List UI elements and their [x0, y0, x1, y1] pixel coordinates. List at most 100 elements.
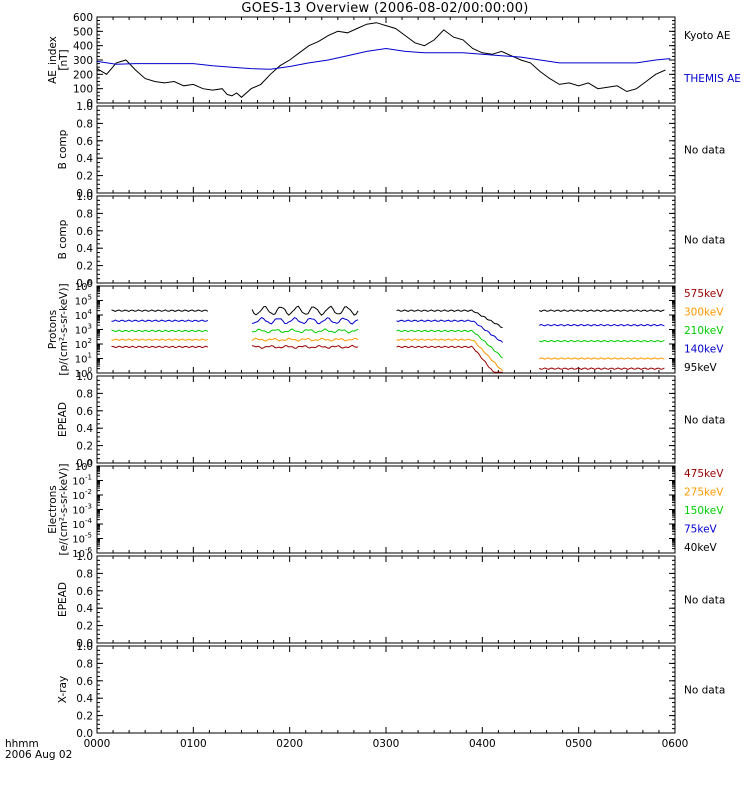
legend-label: No data	[684, 595, 725, 607]
y-tick-label: 1.0	[76, 191, 93, 203]
x-tick-label: 0400	[469, 738, 496, 750]
panel-frame	[96, 195, 676, 284]
y-tick-label: 1.0	[76, 101, 93, 113]
y-tick-label: 1.0	[76, 641, 93, 653]
series-line-210keV	[111, 328, 665, 359]
y-tick-label: 0.8	[76, 568, 93, 580]
y-tick-label: 10-3	[72, 503, 92, 517]
y-tick-label: 600	[73, 12, 93, 24]
y-axis-label: AE_index	[47, 36, 59, 84]
legend-label: 475keV	[684, 468, 724, 480]
y-axis-label: EPEAD	[57, 582, 69, 617]
y-tick-label: 0.4	[76, 423, 93, 435]
y-axis-label: [e/(cm²-s-sr-keV)]	[58, 464, 70, 556]
y-tick-label: 0.2	[76, 441, 93, 453]
y-tick-label: 101	[75, 352, 92, 366]
y-tick-label: 1.0	[76, 551, 93, 563]
y-tick-label: 0.6	[76, 226, 93, 238]
y-tick-label: 100	[75, 366, 92, 380]
y-tick-label: 0.2	[76, 711, 93, 723]
y-tick-label: 0.4	[76, 153, 93, 165]
legend-label: 140keV	[684, 344, 724, 356]
y-tick-label: 10-4	[72, 517, 92, 531]
y-tick-label: 0.0	[76, 458, 93, 470]
y-tick-label: 0.8	[76, 118, 93, 130]
page-title: GOES-13 Overview (2006-08-02/00:00:00)	[241, 1, 529, 16]
legend-label: 40keV	[684, 542, 718, 554]
legend-label: No data	[684, 415, 725, 427]
y-axis-label: B comp	[57, 219, 69, 259]
y-tick-label: 0.8	[76, 388, 93, 400]
y-tick-label: 0.8	[76, 658, 93, 670]
x-tick-label: 0500	[565, 738, 592, 750]
series-line-575keV	[111, 344, 665, 373]
y-tick-label: 100	[73, 84, 93, 96]
y-tick-label: 106	[75, 279, 93, 293]
y-tick-label: 100	[75, 459, 92, 473]
y-axis-label: [nT]	[58, 49, 70, 70]
y-tick-label: 0.4	[76, 693, 93, 705]
x-tick-label: 0600	[662, 738, 689, 750]
y-tick-label: 300	[73, 55, 93, 67]
legend-label: 300keV	[684, 307, 724, 319]
panel-frame	[96, 555, 676, 644]
y-tick-label: 103	[75, 323, 92, 337]
series-line-themis-ae	[96, 47, 671, 70]
panel-frame	[96, 105, 676, 194]
legend-label: 275keV	[684, 487, 724, 499]
y-tick-label: 500	[73, 26, 93, 38]
y-tick-label: 0.0	[76, 728, 93, 740]
series-line-95keV	[111, 305, 665, 329]
panel-frame	[96, 465, 676, 554]
y-tick-label: 10-5	[72, 532, 92, 546]
x-axis-units-label: hhmm	[5, 738, 39, 750]
y-axis-label: EPEAD	[57, 402, 69, 437]
y-axis-label: Protons	[47, 310, 59, 349]
y-tick-label: 0.2	[76, 261, 93, 273]
y-tick-label: 400	[73, 41, 93, 53]
x-tick-label: 0100	[180, 738, 207, 750]
panel-frame	[96, 375, 676, 464]
legend-label: 210keV	[684, 325, 724, 337]
legend-label: Kyoto AE	[684, 30, 730, 42]
y-tick-label: 0.0	[76, 278, 93, 290]
x-tick-label: 0200	[276, 738, 303, 750]
y-tick-label: 1.0	[76, 371, 93, 383]
y-tick-label: 10-1	[72, 474, 92, 488]
legend-label: THEMIS AE	[683, 73, 741, 85]
x-tick-label: 0300	[373, 738, 400, 750]
y-tick-label: 0.2	[76, 621, 93, 633]
x-axis-date-label: 2006 Aug 02	[5, 749, 73, 761]
y-axis-label: Electrons	[47, 485, 59, 534]
y-tick-label: 0.0	[76, 638, 93, 650]
x-tick-label: 0000	[84, 738, 111, 750]
y-tick-label: 0.8	[76, 208, 93, 220]
y-tick-label: 0	[86, 98, 93, 110]
y-tick-label: 0.0	[76, 188, 93, 200]
legend-label: 150keV	[684, 505, 724, 517]
panel-frame	[96, 285, 676, 374]
y-tick-label: 0.6	[76, 586, 93, 598]
y-tick-label: 0.6	[76, 676, 93, 688]
series-line-kyoto-ae	[96, 22, 666, 98]
legend-label: 75keV	[684, 524, 718, 536]
y-tick-label: 0.6	[76, 136, 93, 148]
y-axis-label: B comp	[57, 129, 69, 169]
y-tick-label: 10-6	[72, 546, 92, 560]
legend-label: No data	[684, 145, 725, 157]
y-tick-label: 102	[75, 337, 92, 351]
y-axis-label: [p/(cm²-s-sr-keV)]	[58, 283, 70, 375]
y-tick-label: 104	[75, 308, 93, 322]
panel-frame	[96, 645, 676, 734]
y-tick-label: 10-2	[72, 488, 92, 502]
legend-label: No data	[684, 235, 725, 247]
y-tick-label: 0.6	[76, 406, 93, 418]
legend-label: No data	[684, 685, 725, 697]
y-tick-label: 105	[75, 294, 92, 308]
y-tick-label: 0.4	[76, 243, 93, 255]
y-axis-label: X-ray	[57, 676, 69, 703]
panel-frame	[96, 16, 676, 104]
y-tick-label: 0.2	[76, 171, 93, 183]
series-line-300keV	[111, 337, 665, 372]
